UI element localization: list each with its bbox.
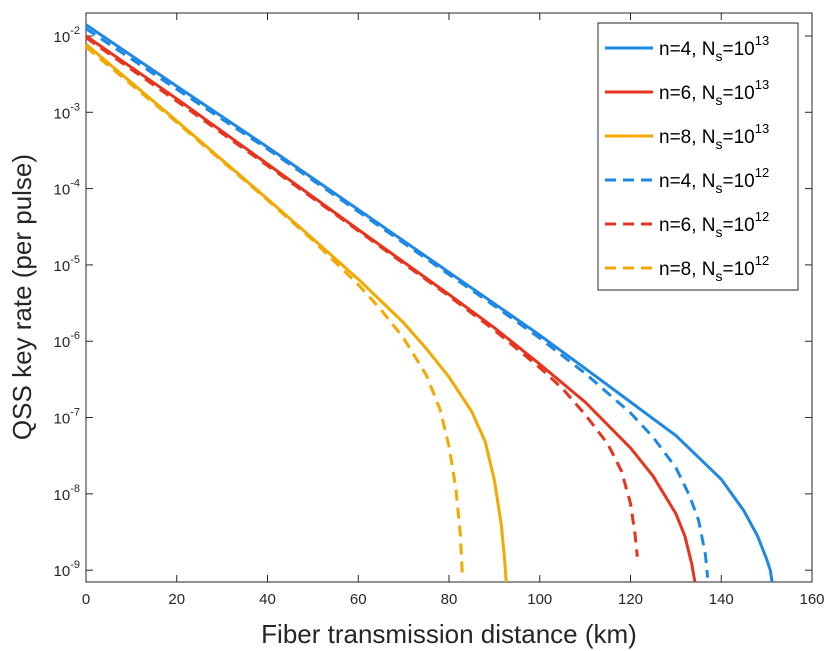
y-tick-label: 10-3: [54, 101, 80, 122]
legend-label-subscript: s: [716, 136, 723, 152]
legend-label-subscript: s: [716, 268, 723, 284]
y-tick-label: 10-8: [54, 483, 80, 504]
y-tick-exponent: -7: [70, 407, 80, 419]
y-tick-base: 10: [54, 182, 71, 199]
legend-label-subscript: s: [716, 224, 723, 240]
y-tick-label: 10-4: [54, 178, 80, 199]
y-tick-exponent: -3: [70, 101, 80, 113]
y-tick-base: 10: [54, 29, 71, 46]
x-tick-label: 140: [709, 591, 734, 608]
legend-label-mid: =10: [723, 83, 755, 104]
x-axis-label: Fiber transmission distance (km): [261, 619, 637, 649]
y-tick-base: 10: [54, 411, 71, 428]
legend-label-exponent: 12: [755, 253, 769, 268]
x-axis-ticks: 0 20 40 60 80 100 120 140 160: [82, 13, 825, 608]
y-tick-label: 10-5: [54, 254, 80, 275]
series-line-1: [85, 23, 774, 583]
x-tick-label: 160: [799, 591, 824, 608]
y-tick-label: 10-7: [54, 407, 80, 428]
legend-label-exponent: 13: [755, 33, 769, 48]
x-tick-label: 0: [82, 591, 90, 608]
y-tick-base: 10: [54, 334, 71, 351]
legend-label-5: n=6, Ns=1012: [659, 209, 769, 240]
x-tick-label: 100: [527, 591, 552, 608]
y-tick-base: 10: [54, 563, 71, 580]
series-line-6: [85, 45, 465, 580]
legend-label-main: n=4, N: [659, 171, 716, 192]
legend-label-exponent: 13: [755, 77, 769, 92]
series-line-3: [85, 43, 508, 583]
y-tick-label: 10-2: [54, 25, 80, 46]
x-tick-label: 80: [441, 591, 458, 608]
legend-label-3: n=8, Ns=1013: [659, 121, 769, 152]
y-tick-exponent: -8: [70, 483, 80, 495]
y-tick-base: 10: [54, 105, 71, 122]
y-tick-base: 10: [54, 258, 71, 275]
x-tick-label: 120: [618, 591, 643, 608]
x-tick-label: 20: [168, 591, 185, 608]
legend-label-exponent: 12: [755, 209, 769, 224]
legend-label-2: n=6, Ns=1013: [659, 77, 769, 108]
y-tick-base: 10: [54, 487, 71, 504]
legend-label-main: n=6, N: [659, 83, 716, 104]
x-tick-label: 60: [350, 591, 367, 608]
legend-label-6: n=8, Ns=1012: [659, 253, 769, 284]
y-tick-label: 10-6: [54, 330, 80, 351]
series-line-5: [85, 36, 639, 557]
y-axis-label: QSS key rate (per pulse): [7, 154, 37, 440]
series-lines: [85, 23, 774, 583]
legend-label-exponent: 12: [755, 165, 769, 180]
y-tick-exponent: -5: [70, 254, 80, 266]
series-line-4: [85, 27, 710, 578]
legend-box: [597, 22, 799, 291]
y-tick-exponent: -4: [70, 178, 80, 190]
legend-label-exponent: 13: [755, 121, 769, 136]
legend-label-1: n=4, Ns=1013: [659, 33, 769, 64]
legend-label-mid: =10: [723, 39, 755, 60]
y-tick-exponent: -6: [70, 330, 80, 342]
y-tick-exponent: -2: [70, 25, 80, 37]
legend-label-main: n=8, N: [659, 127, 716, 148]
legend-label-subscript: s: [716, 92, 723, 108]
legend-label-main: n=6, N: [659, 215, 716, 236]
y-axis-ticks: 10-910-810-710-610-510-410-310-2: [54, 25, 812, 580]
legend-label-4: n=4, Ns=1012: [659, 165, 769, 196]
y-tick-label: 10-9: [54, 559, 80, 580]
legend-label-main: n=4, N: [659, 39, 716, 60]
x-tick-label: 40: [259, 591, 276, 608]
legend-label-main: n=8, N: [659, 259, 716, 280]
legend-label-mid: =10: [723, 259, 755, 280]
legend-label-subscript: s: [716, 48, 723, 64]
legend-label-mid: =10: [723, 171, 755, 192]
legend-label-mid: =10: [723, 215, 755, 236]
y-tick-exponent: -9: [70, 559, 80, 571]
legend-label-mid: =10: [723, 127, 755, 148]
legend-label-subscript: s: [716, 180, 723, 196]
